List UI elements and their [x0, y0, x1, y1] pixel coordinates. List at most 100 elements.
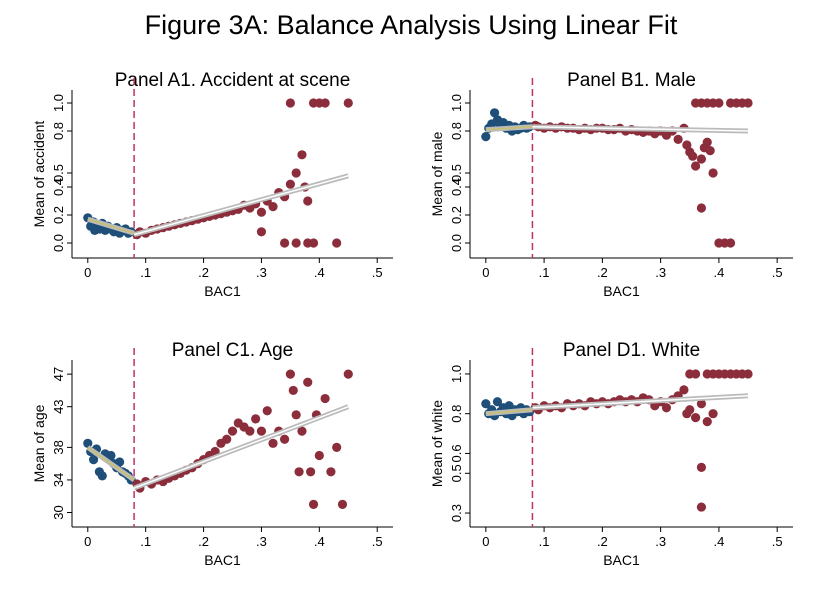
y-tick-label: 1.0	[449, 365, 464, 383]
point-right	[343, 369, 353, 379]
x-axis-label: BAC1	[204, 552, 241, 568]
point-right	[291, 238, 301, 248]
x-tick-label: .2	[198, 265, 209, 280]
point-right	[708, 168, 718, 178]
point-right	[227, 426, 238, 436]
y-tick-label: 0.5	[449, 464, 464, 482]
x-tick-label: .3	[256, 534, 267, 549]
point-right	[337, 499, 348, 509]
point-right	[696, 203, 707, 213]
y-tick-label: 0.2	[449, 206, 464, 224]
x-tick-label: .4	[713, 265, 724, 280]
point-right	[690, 413, 701, 423]
point-right	[661, 403, 672, 413]
point-left	[115, 457, 125, 467]
x-tick-label: 0	[482, 534, 489, 549]
y-tick-label: 0.8	[51, 122, 66, 140]
point-right	[696, 154, 707, 164]
point-right	[291, 168, 301, 178]
panel-title: Panel B1. Male	[567, 70, 696, 91]
right-fit-line	[133, 175, 349, 236]
point-right	[705, 146, 715, 156]
y-tick-label: 34	[51, 473, 66, 487]
point-right	[285, 98, 295, 108]
point-right	[696, 399, 707, 409]
point-right	[743, 369, 753, 379]
x-tick-label: .2	[597, 265, 608, 280]
point-right	[297, 426, 307, 436]
y-tick-label: 1.0	[449, 94, 464, 112]
x-tick-label: .2	[597, 534, 608, 549]
y-tick-label: 0.4	[51, 178, 66, 196]
x-tick-label: .4	[314, 265, 325, 280]
y-axis-label: Mean of accident	[31, 121, 47, 228]
y-tick-label: 0.6	[449, 444, 464, 462]
panel-title: Panel A1. Accident at scene	[115, 70, 351, 91]
point-right	[332, 442, 342, 452]
y-tick-label: 43	[51, 399, 66, 413]
y-tick-label: 0.0	[51, 234, 66, 252]
point-right	[696, 462, 707, 472]
y-tick-label: 0.2	[51, 206, 66, 224]
point-right	[308, 238, 319, 248]
point-left	[489, 108, 500, 118]
left-fit-line	[87, 446, 135, 481]
y-tick-label: 38	[51, 440, 66, 454]
point-right	[262, 406, 272, 416]
x-tick-label: .5	[772, 534, 783, 549]
y-tick-label: 0.8	[449, 405, 464, 423]
x-tick-label: .5	[372, 534, 383, 549]
point-left	[481, 132, 491, 142]
x-tick-label: .1	[539, 534, 550, 549]
panel-4: Panel D1. White 0 .1 .2 .3 .4 .5 0.3 0.5 0.6 0.8 1.…	[429, 340, 793, 568]
x-tick-label: .1	[539, 265, 550, 280]
x-tick-label: .3	[256, 265, 267, 280]
point-right	[306, 467, 316, 477]
point-right	[268, 438, 278, 448]
point-left	[492, 397, 503, 407]
x-tick-label: .4	[713, 534, 724, 549]
x-tick-label: 0	[482, 265, 489, 280]
point-right	[308, 499, 319, 509]
point-right	[297, 150, 307, 160]
point-right	[714, 98, 724, 108]
y-tick-label: 0.4	[449, 178, 464, 196]
point-right	[690, 161, 701, 171]
point-right	[285, 369, 295, 379]
panel-title: Panel C1. Age	[172, 340, 293, 361]
point-left	[83, 438, 93, 448]
x-tick-label: 0	[84, 265, 91, 280]
x-axis-label: BAC1	[603, 283, 640, 299]
point-right	[320, 98, 330, 108]
point-right	[326, 467, 336, 477]
point-left	[88, 454, 99, 465]
x-axis-label: BAC1	[204, 283, 241, 299]
right-fit-line	[133, 405, 349, 489]
point-right	[303, 196, 313, 206]
x-tick-label: .1	[140, 265, 151, 280]
x-tick-label: .5	[772, 265, 783, 280]
point-right	[673, 134, 683, 144]
point-right	[256, 426, 267, 436]
point-right	[702, 417, 712, 427]
left-fit-line	[485, 126, 533, 131]
y-tick-label: 0.0	[449, 234, 464, 252]
point-right	[679, 385, 689, 395]
point-right	[256, 207, 267, 217]
panel-2: Panel B1. Male 0 .1 .2 .3 .4 .5 0.0 0.2 0.40.5 0.8…	[429, 70, 793, 299]
y-tick-label: 1.0	[51, 94, 66, 112]
point-right	[222, 434, 232, 444]
figure-title: Figure 3A: Balance Analysis Using Linear…	[144, 10, 678, 40]
point-right	[268, 202, 278, 212]
point-right	[332, 238, 342, 248]
y-axis-label: Mean of male	[429, 131, 445, 216]
x-axis-label: BAC1	[603, 552, 640, 568]
point-right	[279, 434, 290, 444]
point-right	[279, 238, 290, 248]
point-right	[320, 393, 330, 404]
x-tick-label: .3	[655, 534, 666, 549]
point-right	[288, 385, 298, 396]
point-left	[97, 471, 107, 481]
point-right	[294, 467, 304, 477]
